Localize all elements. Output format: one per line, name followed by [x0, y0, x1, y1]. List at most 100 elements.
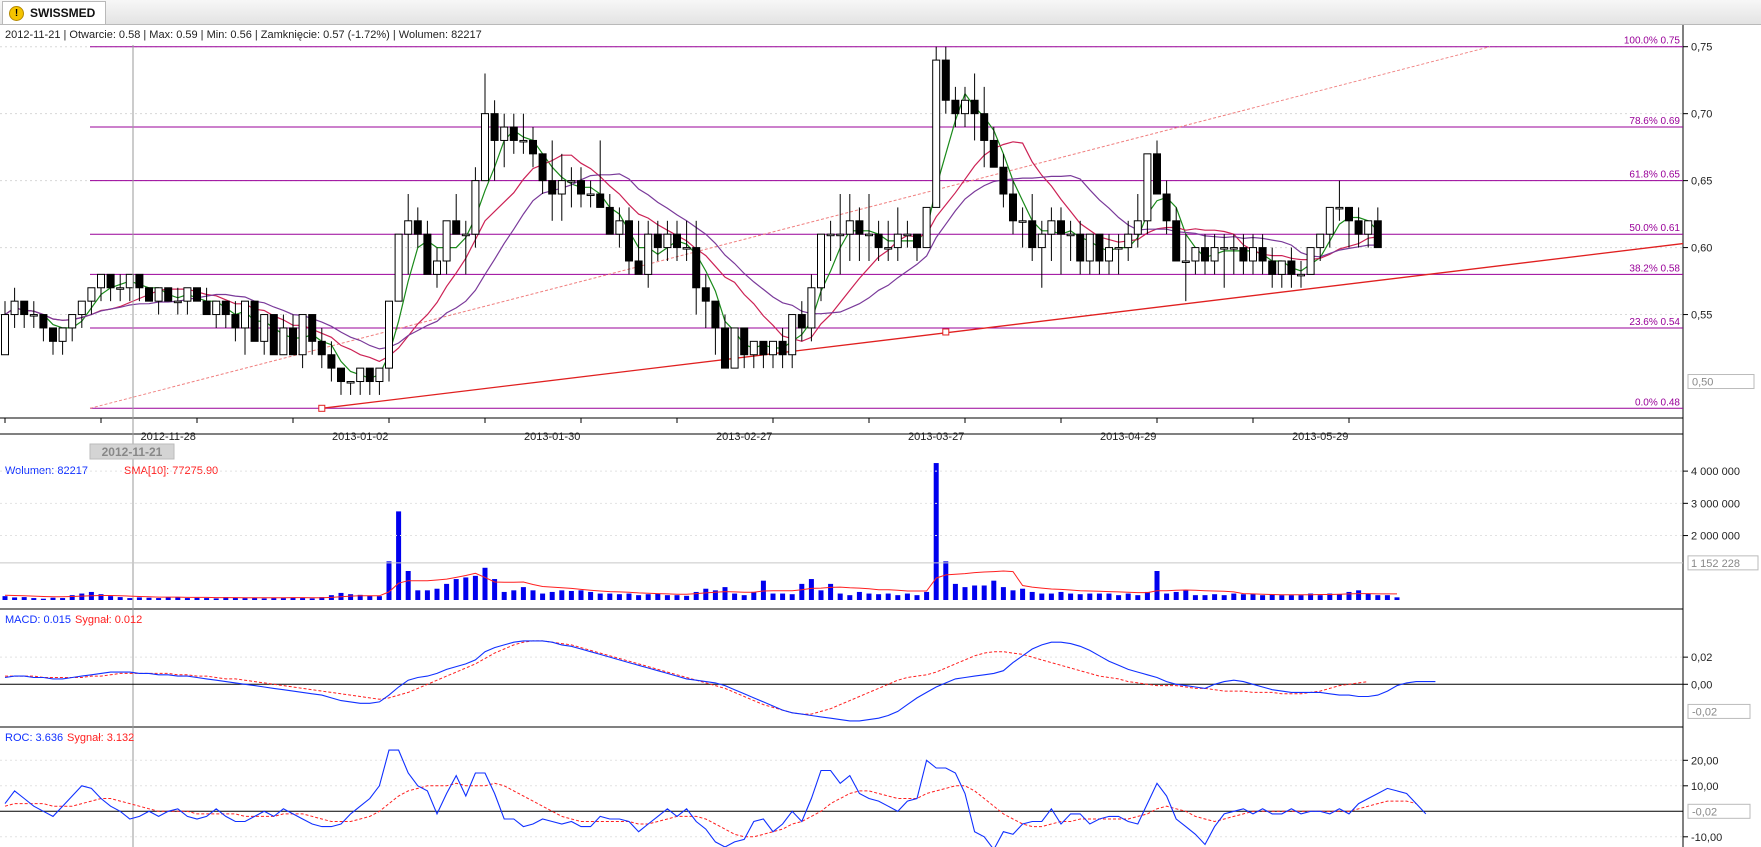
- volume-bar: [405, 571, 411, 600]
- volume-bar: [1192, 595, 1198, 600]
- candlesticks[interactable]: [1, 46, 1382, 395]
- candle-body: [1373, 220, 1382, 249]
- macd-current-box: [1687, 703, 1751, 719]
- volume-bar: [645, 594, 651, 600]
- candle: [356, 367, 365, 395]
- candle: [20, 300, 29, 328]
- candle: [1258, 234, 1267, 275]
- volume-bar: [914, 595, 920, 600]
- candle-body: [135, 273, 144, 289]
- volume-bar: [482, 567, 488, 600]
- volume-bar: [1356, 590, 1362, 600]
- tab-bar: ! SWISSMED: [0, 0, 1761, 25]
- info-line: 2012-11-21 | Otwarcie: 0.58 | Max: 0.59 …: [5, 29, 482, 41]
- roc-signal-line: [4, 782, 1417, 838]
- volume-bar: [1029, 591, 1035, 600]
- candle: [855, 207, 864, 261]
- candle-body: [1057, 220, 1065, 235]
- candle: [586, 180, 595, 208]
- candle-body: [385, 300, 393, 369]
- volume-bar: [1087, 593, 1093, 600]
- volume-bar: [818, 590, 824, 600]
- volume-bar: [501, 591, 507, 600]
- volume-bar: [367, 595, 373, 600]
- candle: [538, 153, 547, 195]
- date-tick-label: 2013-04-29: [1100, 431, 1156, 443]
- volume-bars[interactable]: [2, 463, 1400, 600]
- candle-body: [125, 273, 134, 289]
- volume-bar: [40, 598, 46, 600]
- price-tick-label: 0,75: [1691, 42, 1712, 54]
- volume-bar: [252, 597, 258, 600]
- candle-body: [980, 113, 989, 141]
- candle: [577, 167, 585, 208]
- candle-body: [327, 354, 336, 369]
- volume-bar: [424, 590, 430, 600]
- candle: [1066, 220, 1075, 261]
- volume-bar: [693, 591, 699, 600]
- candle: [951, 86, 960, 128]
- date-tick-label: 2013-01-02: [332, 431, 388, 443]
- volume-current-label: 1 152 228: [1691, 558, 1740, 570]
- roc-panel[interactable]: 20,00 10,00 -10,00 -0,02: [0, 749, 1751, 847]
- volume-bar: [12, 597, 18, 600]
- candle: [77, 300, 86, 328]
- current-price-box: [1687, 374, 1755, 390]
- candle: [999, 153, 1008, 208]
- candle: [39, 314, 48, 342]
- volume-bar: [1000, 587, 1006, 600]
- candle-body: [423, 233, 432, 275]
- candle-body: [154, 287, 163, 302]
- candle-body: [1009, 193, 1017, 222]
- candle: [289, 314, 297, 356]
- volume-bar: [751, 591, 757, 600]
- candle: [385, 300, 393, 382]
- candle: [941, 46, 950, 114]
- macd-panel[interactable]: 0,02 0,00 -0,02: [0, 640, 1751, 722]
- volume-bar: [1250, 593, 1256, 600]
- candle-body: [298, 314, 307, 356]
- volume-bar: [741, 595, 747, 600]
- price-axis: 0,75 0,70 0,65 0,60 0,55 0,50: [1683, 42, 1755, 390]
- candle-body: [1018, 220, 1027, 223]
- candle-body: [58, 327, 67, 342]
- candle: [1354, 207, 1363, 248]
- candle: [749, 340, 758, 369]
- volume-bar: [952, 583, 958, 600]
- candle-body: [701, 287, 710, 302]
- volume-bar: [1375, 595, 1381, 600]
- candle: [125, 273, 134, 302]
- candle: [769, 340, 777, 369]
- candle-body: [797, 314, 806, 329]
- candle-body: [1220, 247, 1229, 250]
- volume-bar: [684, 595, 690, 600]
- chart-area[interactable]: 2012-11-21 | Otwarcie: 0.58 | Max: 0.59 …: [0, 25, 1761, 847]
- volume-bar: [98, 594, 104, 600]
- volume-bar: [559, 590, 565, 600]
- candle: [260, 314, 269, 355]
- candle-body: [1162, 193, 1171, 222]
- candle-body: [231, 314, 240, 329]
- candle: [913, 233, 921, 261]
- candle-body: [884, 247, 893, 250]
- candle: [1162, 180, 1171, 235]
- candle: [135, 273, 144, 302]
- candle: [1220, 234, 1229, 288]
- candle: [29, 301, 38, 328]
- volume-bar: [856, 591, 862, 600]
- candle: [1277, 260, 1286, 288]
- volume-bar: [165, 597, 171, 600]
- candle: [250, 300, 259, 342]
- volume-bar: [348, 594, 354, 600]
- tab-swissmed[interactable]: ! SWISSMED: [2, 1, 107, 24]
- candle: [145, 287, 153, 302]
- volume-bar: [578, 590, 584, 600]
- fib-level-label: 100.0% 0.75: [1624, 36, 1681, 47]
- candle-body: [989, 139, 998, 168]
- candle: [845, 194, 854, 261]
- volume-bar: [943, 561, 949, 600]
- volume-bar: [1202, 595, 1208, 600]
- volume-bar: [1384, 595, 1390, 600]
- volume-axis: 4 000 000 3 000 000 2 000 000 1 152 228: [0, 466, 1759, 571]
